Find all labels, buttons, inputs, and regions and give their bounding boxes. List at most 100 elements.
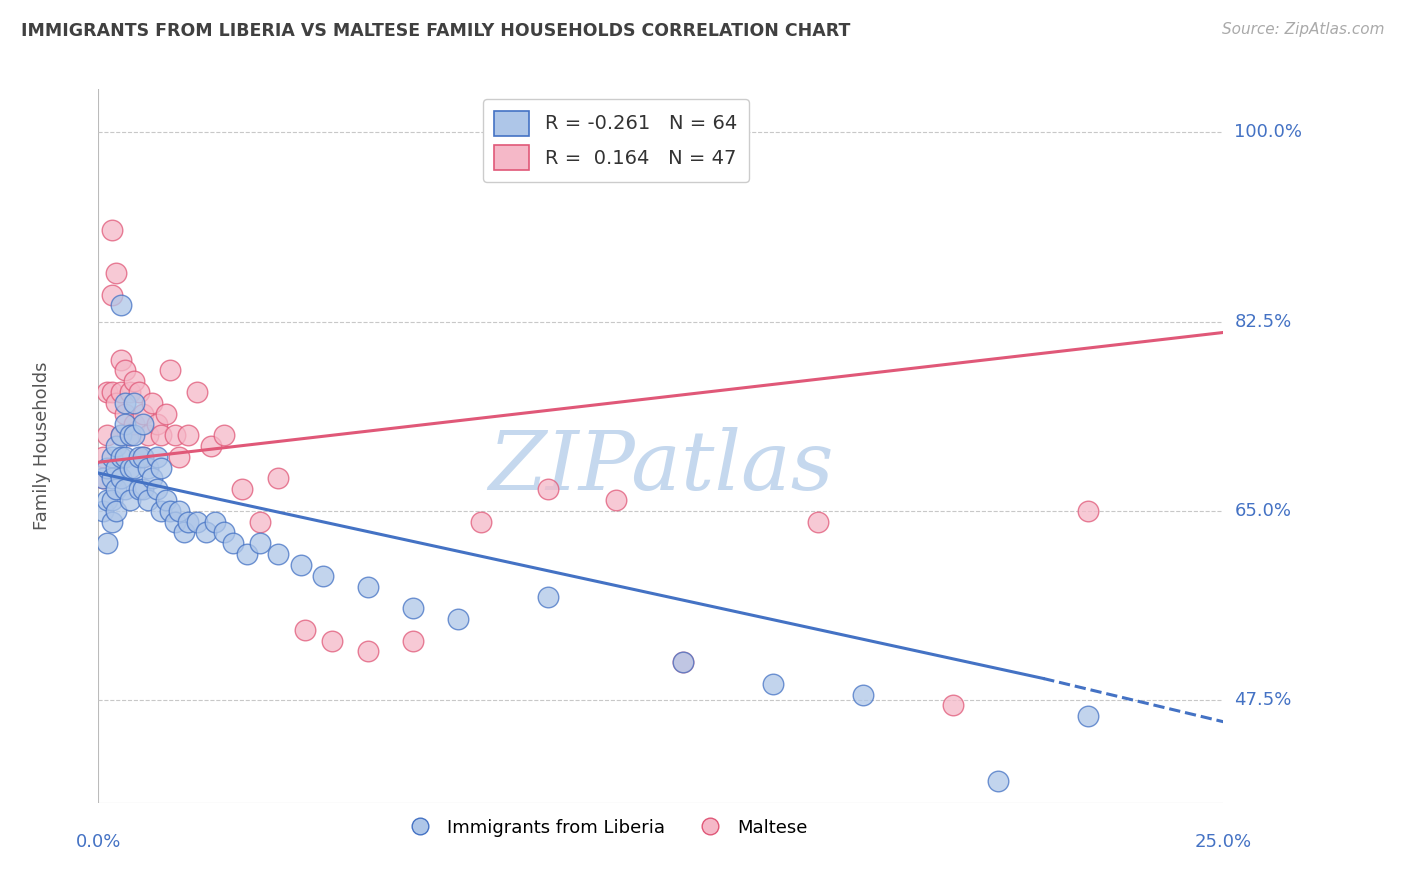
Text: Source: ZipAtlas.com: Source: ZipAtlas.com xyxy=(1222,22,1385,37)
Text: Family Households: Family Households xyxy=(34,362,51,530)
Point xyxy=(124,374,146,388)
Point xyxy=(605,493,627,508)
Point xyxy=(132,407,155,421)
Point xyxy=(118,384,141,399)
Point xyxy=(357,580,380,594)
Point xyxy=(402,633,425,648)
Point xyxy=(110,471,132,485)
Point xyxy=(105,396,128,410)
Text: 65.0%: 65.0% xyxy=(1234,502,1291,520)
Point xyxy=(128,384,150,399)
Point xyxy=(101,515,124,529)
Text: 82.5%: 82.5% xyxy=(1234,313,1292,331)
Point xyxy=(128,450,150,464)
Point xyxy=(195,525,218,540)
Point xyxy=(114,417,136,432)
Point xyxy=(105,266,128,280)
Point xyxy=(96,384,118,399)
Text: IMMIGRANTS FROM LIBERIA VS MALTESE FAMILY HOUSEHOLDS CORRELATION CHART: IMMIGRANTS FROM LIBERIA VS MALTESE FAMIL… xyxy=(21,22,851,40)
Point xyxy=(132,450,155,464)
Point xyxy=(110,450,132,464)
Point xyxy=(118,460,141,475)
Point xyxy=(402,601,425,615)
Point xyxy=(101,471,124,485)
Point xyxy=(942,698,965,713)
Point xyxy=(101,450,124,464)
Point xyxy=(173,525,195,540)
Point xyxy=(214,525,236,540)
Point xyxy=(118,428,141,442)
Point xyxy=(114,396,136,410)
Point xyxy=(136,460,159,475)
Point xyxy=(807,515,830,529)
Point xyxy=(852,688,875,702)
Point xyxy=(169,450,191,464)
Point xyxy=(132,417,155,432)
Point xyxy=(124,396,146,410)
Point xyxy=(150,428,173,442)
Point xyxy=(101,223,124,237)
Point xyxy=(136,493,159,508)
Point xyxy=(132,450,155,464)
Point xyxy=(91,450,114,464)
Point xyxy=(321,633,343,648)
Point xyxy=(124,417,146,432)
Point xyxy=(537,591,560,605)
Point xyxy=(128,482,150,496)
Point xyxy=(96,428,118,442)
Point xyxy=(200,439,222,453)
Text: ZIPatlas: ZIPatlas xyxy=(488,427,834,508)
Point xyxy=(105,460,128,475)
Point xyxy=(114,363,136,377)
Text: 47.5%: 47.5% xyxy=(1234,691,1292,709)
Point xyxy=(110,352,132,367)
Point xyxy=(155,493,177,508)
Text: 100.0%: 100.0% xyxy=(1234,123,1302,142)
Point xyxy=(141,396,163,410)
Point xyxy=(267,471,290,485)
Point xyxy=(249,536,271,550)
Point xyxy=(124,428,146,442)
Point xyxy=(101,384,124,399)
Point xyxy=(124,460,146,475)
Point xyxy=(101,493,124,508)
Point xyxy=(114,450,136,464)
Point xyxy=(249,515,271,529)
Point xyxy=(105,439,128,453)
Point xyxy=(118,428,141,442)
Point xyxy=(91,471,114,485)
Point xyxy=(231,482,253,496)
Point xyxy=(186,515,208,529)
Point xyxy=(294,623,316,637)
Point xyxy=(110,428,132,442)
Point xyxy=(470,515,492,529)
Point xyxy=(672,655,695,669)
Point xyxy=(96,460,118,475)
Point xyxy=(141,471,163,485)
Point xyxy=(96,536,118,550)
Point xyxy=(447,612,470,626)
Point xyxy=(672,655,695,669)
Point xyxy=(163,515,186,529)
Point xyxy=(146,450,169,464)
Point xyxy=(105,504,128,518)
Point xyxy=(105,482,128,496)
Point xyxy=(169,504,191,518)
Point xyxy=(357,644,380,658)
Text: 25.0%: 25.0% xyxy=(1195,833,1251,851)
Point xyxy=(110,384,132,399)
Point xyxy=(267,547,290,561)
Point xyxy=(236,547,259,561)
Point xyxy=(136,428,159,442)
Point xyxy=(91,504,114,518)
Legend: Immigrants from Liberia, Maltese: Immigrants from Liberia, Maltese xyxy=(395,812,814,844)
Point xyxy=(1077,709,1099,723)
Text: 0.0%: 0.0% xyxy=(76,833,121,851)
Point xyxy=(762,677,785,691)
Point xyxy=(163,428,186,442)
Point xyxy=(132,482,155,496)
Point xyxy=(177,515,200,529)
Point xyxy=(118,493,141,508)
Point xyxy=(177,428,200,442)
Point xyxy=(110,298,132,312)
